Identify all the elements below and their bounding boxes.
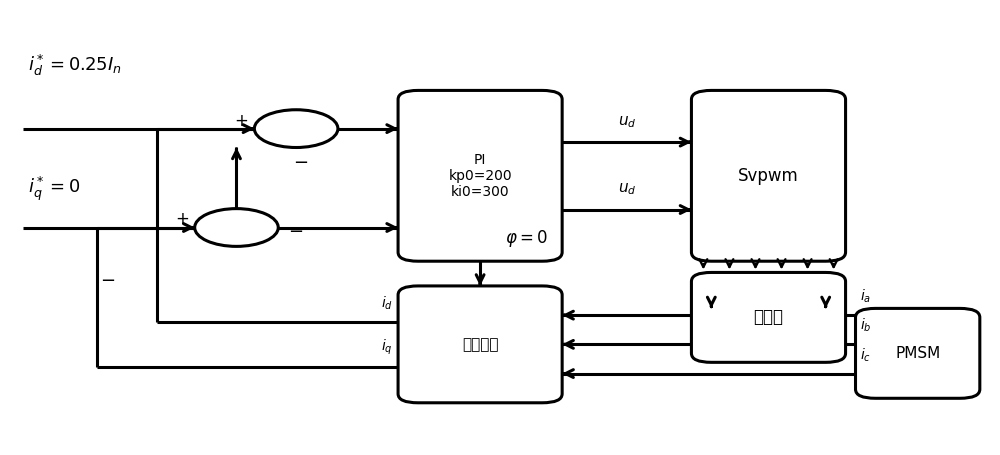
Text: PMSM: PMSM xyxy=(895,346,940,361)
Text: $i^*_q = 0$: $i^*_q = 0$ xyxy=(28,175,80,203)
Text: +: + xyxy=(235,111,248,130)
FancyBboxPatch shape xyxy=(398,286,562,403)
FancyBboxPatch shape xyxy=(691,273,846,362)
Text: $\varphi = 0$: $\varphi = 0$ xyxy=(505,228,548,249)
Text: $i_c$: $i_c$ xyxy=(860,346,872,364)
FancyBboxPatch shape xyxy=(856,308,980,398)
FancyBboxPatch shape xyxy=(398,91,562,261)
Text: PI
kp0=200
ki0=300: PI kp0=200 ki0=300 xyxy=(448,152,512,199)
Text: −: − xyxy=(294,154,309,172)
Text: +: + xyxy=(175,210,189,228)
Text: 坐标变换: 坐标变换 xyxy=(462,337,498,352)
FancyBboxPatch shape xyxy=(691,91,846,261)
Text: $i_a$: $i_a$ xyxy=(860,288,872,305)
Text: $i_d$: $i_d$ xyxy=(381,294,393,312)
Text: $u_d$: $u_d$ xyxy=(618,114,636,130)
Circle shape xyxy=(254,110,338,147)
Text: −: − xyxy=(288,223,303,241)
Text: $i^*_d = 0.25I_n$: $i^*_d = 0.25I_n$ xyxy=(28,53,121,78)
Text: 逆变器: 逆变器 xyxy=(754,308,784,326)
Circle shape xyxy=(195,209,278,246)
Text: −: − xyxy=(100,273,115,290)
Text: $i_b$: $i_b$ xyxy=(860,317,872,334)
Text: Svpwm: Svpwm xyxy=(738,167,799,185)
Text: $u_d$: $u_d$ xyxy=(618,181,636,197)
Text: $i_q$: $i_q$ xyxy=(381,338,393,357)
